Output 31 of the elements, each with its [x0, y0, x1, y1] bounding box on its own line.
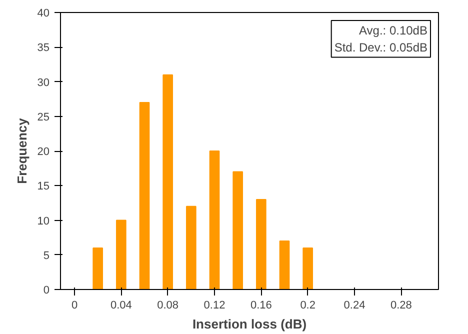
bar: [139, 102, 150, 290]
y-tick-label: 25: [37, 111, 50, 124]
y-tick-label: 5: [43, 250, 50, 262]
bar: [232, 171, 243, 290]
y-axis-title: Frequency: [14, 117, 30, 184]
bar: [186, 206, 196, 290]
x-tick-label: 0: [71, 300, 78, 312]
y-tick-label: 40: [37, 8, 50, 20]
bar: [116, 220, 126, 290]
bar: [256, 198, 266, 290]
x-axis-title: Insertion loss (dB): [192, 316, 307, 332]
y-tick-label: 20: [37, 146, 50, 158]
y-tick-label: 35: [37, 42, 50, 54]
x-tick-label: 0.04: [110, 300, 132, 312]
y-tick-label: 15: [37, 180, 50, 193]
x-tick-label: 0.28: [390, 300, 412, 312]
y-tick-label: 0: [43, 284, 50, 296]
x-tick-label: 0.12: [204, 300, 226, 312]
y-tick-label: 30: [37, 76, 50, 89]
bar: [209, 150, 220, 290]
annotation: Avg.: 0.10dB: [359, 24, 428, 38]
x-tick-label: 0.16: [250, 300, 272, 312]
x-tick-label: 0.24: [344, 300, 366, 312]
bar: [92, 247, 103, 290]
x-tick-label: 0.08: [157, 300, 179, 312]
y-tick-label: 10: [37, 215, 50, 228]
annotation: Std. Dev.: 0.05dB: [334, 40, 428, 54]
bar: [279, 240, 290, 290]
bar: [302, 247, 313, 290]
bar: [162, 74, 173, 290]
x-tick-label: 0.2: [300, 300, 316, 312]
